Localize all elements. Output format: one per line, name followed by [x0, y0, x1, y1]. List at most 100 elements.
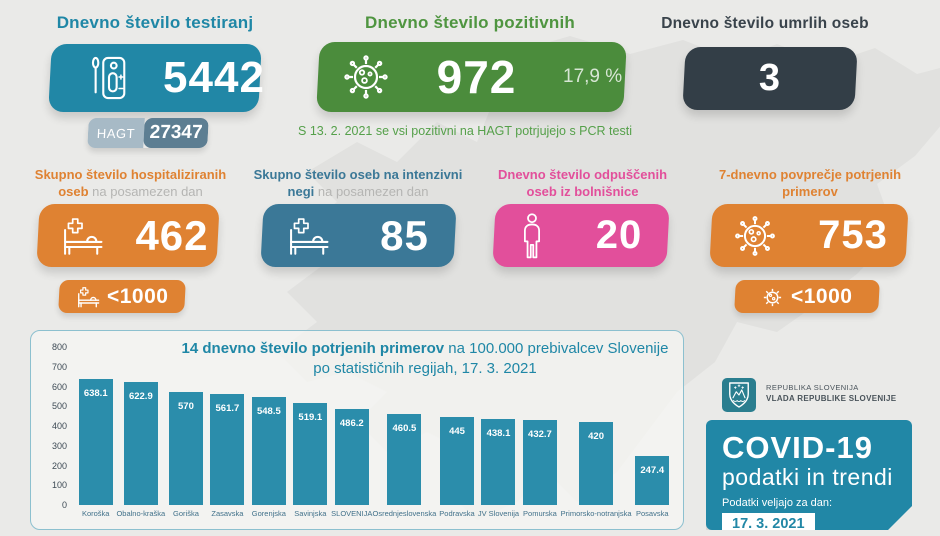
bar-group: 486.2 SLOVENIJA	[331, 347, 372, 521]
covid-card-subtitle: podatki in trendi	[722, 464, 893, 490]
bar-group: 561.7 Zasavska	[207, 347, 248, 521]
bar: 247.4	[635, 456, 670, 505]
discharged-value: 20	[595, 213, 643, 257]
bar-group: 519.1 Savinjska	[290, 347, 331, 521]
chart-title-rest: na 100.000 prebivalcev Slovenije po stat…	[313, 340, 669, 377]
hospital-bed-icon	[76, 286, 100, 308]
y-axis-tick: 400	[51, 421, 67, 431]
bar: 486.2	[334, 409, 369, 505]
bar: 570	[168, 392, 203, 505]
avg7-badge-value: <1000	[791, 284, 853, 308]
bar-category-label: Gorenjska	[251, 508, 286, 518]
bar-category-label: Savinjska	[294, 508, 327, 518]
bar-category-label: JV Slovenija	[477, 508, 520, 518]
hagt-label: HAGT	[87, 118, 145, 148]
covid-date-label: Podatki veljajo za dan:	[722, 497, 833, 509]
discharged-card: 20	[492, 204, 670, 267]
avg7-threshold-badge: <1000	[734, 280, 880, 313]
y-axis-tick: 600	[51, 381, 67, 392]
bar-value-label: 570	[178, 401, 194, 413]
testing-title: Dnevno število testiranj	[56, 13, 254, 32]
hospitalized-value: 462	[135, 211, 209, 259]
positive-card: 972 17,9 %	[316, 42, 627, 112]
testing-card: 5442	[48, 44, 265, 112]
discharged-title: Dnevno število odpuščenih oseb iz bolniš…	[490, 167, 675, 201]
bar-value-label: 486.2	[339, 418, 364, 429]
hospital-bed-icon	[286, 216, 330, 256]
bar-category-label: SLOVENIJA	[331, 508, 373, 518]
virus-icon	[733, 214, 777, 258]
testing-value: 5442	[163, 53, 265, 102]
hagt-badge: HAGT 27347	[87, 118, 209, 148]
y-axis-tick: 100	[51, 480, 67, 491]
bar-group: 638.1 Koroška	[75, 347, 116, 521]
hospitalized-title: Skupno število hospitaliziranih oseb na …	[28, 167, 233, 201]
bar-category-label: Koroška	[81, 508, 110, 518]
government-label: REPUBLIKA SLOVENIJA VLADA REPUBLIKE SLOV…	[766, 383, 896, 403]
bar-category-label: Posavska	[635, 508, 669, 518]
republic-label: REPUBLIKA SLOVENIJA	[766, 383, 859, 392]
hospitalized-capacity-badge: <1000	[58, 280, 186, 313]
bar-category-label: Primorsko-notranjska	[560, 508, 632, 518]
bar-group: 420 Primorsko-notranjska	[561, 347, 632, 521]
hospitalized-title-bold: Skupno število hospitaliziranih oseb	[34, 167, 227, 199]
bar-category-label: Zasavska	[211, 508, 244, 518]
bar: 548.5	[251, 396, 286, 505]
bar-value-label: 548.5	[256, 405, 281, 417]
bar: 638.1	[78, 379, 113, 505]
bar-value-label: 460.5	[392, 423, 417, 435]
bar-value-label: 638.1	[83, 388, 108, 399]
bar-group: 622.9 Obalno-kraška	[116, 347, 165, 521]
avg7-title-bold: 7-dnevno povprečje potrjenih primerov	[718, 167, 902, 199]
bar: 438.1	[481, 418, 516, 505]
hospital-bed-icon	[60, 216, 104, 256]
bar: 561.7	[210, 394, 245, 505]
y-axis-tick: 700	[51, 361, 67, 372]
slovenia-coat-of-arms	[722, 378, 756, 412]
bar-category-label: Pomurska	[523, 508, 557, 518]
deaths-card: 3	[682, 47, 858, 110]
icu-title-bold: Skupno število oseb na intenzivni negi	[253, 167, 463, 199]
avg7-title: 7-dnevno povprečje potrjenih primerov	[710, 167, 910, 201]
bar-value-label: 445	[449, 426, 465, 438]
bar-group: 460.5 Osrednjeslovenska	[373, 347, 436, 521]
regional-chart-panel: 14 dnevno število potrjenih primerov na …	[30, 330, 684, 530]
bar: 460.5	[387, 414, 422, 505]
bar: 622.9	[123, 382, 158, 505]
government-name: VLADA REPUBLIKE SLOVENIJE	[766, 394, 897, 403]
bar-group: 247.4 Posavska	[632, 347, 673, 521]
bar-group: 570 Goriška	[165, 347, 206, 521]
bar-value-label: 420	[588, 431, 604, 442]
bar-group: 445 Podravska	[436, 347, 477, 521]
chart-title-bold: 14 dnevno število potrjenih primerov	[181, 340, 445, 357]
avg7-value: 753	[818, 213, 888, 257]
hagt-value: 27347	[143, 118, 209, 148]
test-kit-icon	[88, 53, 130, 103]
bar-plot: 638.1 Koroška 622.9 Obalno-kraška 570 Goriška…	[75, 347, 673, 521]
bar-value-label: 622.9	[128, 391, 153, 402]
bar: 519.1	[293, 402, 328, 505]
bar-group: 432.7 Pomurska	[519, 347, 560, 521]
bar-value-label: 519.1	[298, 411, 323, 423]
y-axis-tick: 800	[51, 342, 67, 352]
bar-group: 548.5 Gorenjska	[248, 347, 289, 521]
pcr-note: S 13. 2. 2021 se vsi pozitivni na HAGT p…	[298, 124, 632, 138]
icu-value: 85	[380, 211, 429, 259]
icu-title: Skupno število oseb na intenzivni negi n…	[253, 167, 463, 201]
bar-value-label: 432.7	[528, 428, 552, 440]
chart-title: 14 dnevno število potrjenih primerov na …	[181, 339, 669, 379]
covid-info-card: COVID-19 podatki in trendi Podatki velja…	[706, 420, 912, 530]
positive-percent: 17,9 %	[563, 66, 623, 87]
hospitalized-card: 462	[36, 204, 220, 267]
y-axis-tick: 0	[61, 500, 67, 510]
y-axis-tick: 500	[51, 401, 67, 412]
bar-group: 438.1 JV Slovenija	[478, 347, 519, 521]
deaths-value: 3	[758, 57, 782, 99]
bar-value-label: 247.4	[640, 465, 665, 477]
y-axis: 800 700 600 500 400 300 200 100 0	[35, 339, 67, 513]
icu-title-rest: na posamezen dan	[314, 183, 429, 199]
positive-value: 972	[436, 51, 517, 103]
covid-date-value: 17. 3. 2021	[722, 513, 815, 535]
deaths-title: Dnevno število umrlih oseb	[661, 15, 869, 32]
